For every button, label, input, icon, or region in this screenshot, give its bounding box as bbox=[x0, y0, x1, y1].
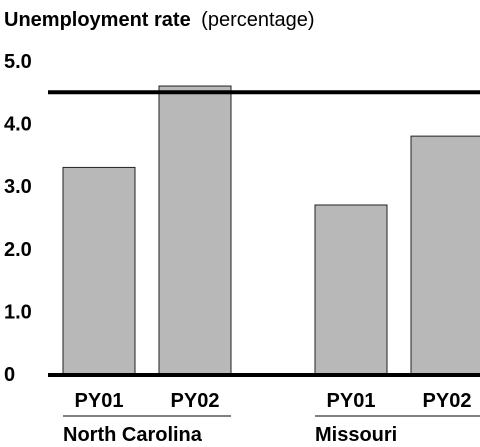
bar-north-carolina-py02 bbox=[158, 85, 232, 375]
chart-title-main: Unemployment rate bbox=[4, 9, 191, 31]
bar-north-carolina-py01 bbox=[62, 166, 136, 375]
category-label: PY01 bbox=[75, 390, 124, 412]
category-label: PY02 bbox=[423, 390, 472, 412]
chart-title: Unemployment rate (percentage) bbox=[4, 9, 315, 31]
category-label: PY01 bbox=[327, 390, 376, 412]
group-labels: North Carolina Missouri bbox=[63, 415, 480, 446]
bar-missouri-py01 bbox=[314, 204, 388, 375]
category-label: PY02 bbox=[171, 390, 220, 412]
y-tick-label: 2.0 bbox=[4, 239, 32, 261]
y-tick-label: 4.0 bbox=[4, 114, 32, 136]
group-label: North Carolina bbox=[63, 424, 203, 446]
y-tick-label: 5.0 bbox=[4, 51, 32, 73]
category-labels: PY01 PY02 PY01 PY02 bbox=[75, 390, 472, 412]
y-axis-tick-labels: 5.0 4.0 3.0 2.0 1.0 0 bbox=[4, 51, 32, 386]
chart-title-unit: (percentage) bbox=[201, 9, 314, 31]
bar-missouri-py02 bbox=[410, 135, 480, 375]
y-tick-label: 0 bbox=[4, 364, 15, 386]
y-tick-label: 3.0 bbox=[4, 176, 32, 198]
bars-group bbox=[62, 85, 480, 375]
group-label: Missouri bbox=[315, 424, 397, 446]
y-tick-label: 1.0 bbox=[4, 301, 32, 323]
